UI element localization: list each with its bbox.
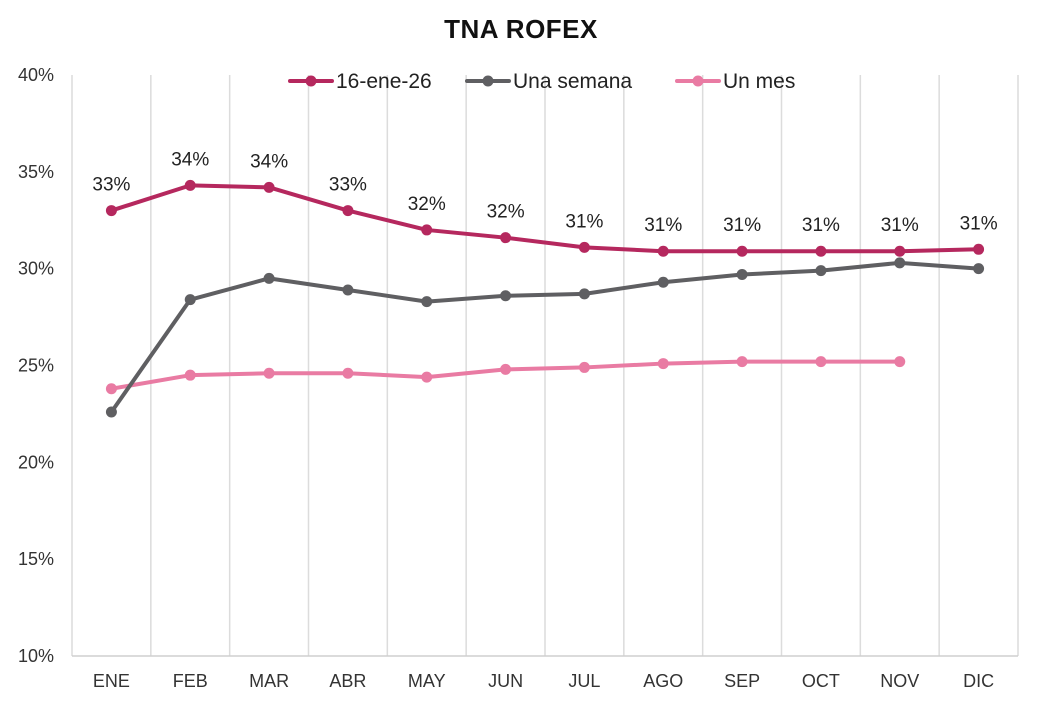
legend: 16-ene-26 Una semana Un mes [288, 70, 795, 93]
legend-item-1: 16-ene-26 [288, 70, 432, 93]
data-point [105, 205, 117, 217]
data-point [815, 245, 827, 257]
data-point [342, 367, 354, 379]
data-point [894, 356, 906, 368]
data-point [657, 358, 669, 370]
axes: 10% 15% 20% 25% 30% 35% 40% ENE FEB MAR ABR MAY JUN J… [18, 65, 1018, 691]
legend-marker [482, 75, 494, 87]
y-tick-label: 20% [18, 452, 54, 472]
x-tick-label: JUN [488, 671, 523, 691]
y-tick-label: 35% [18, 162, 54, 182]
x-tick-label: SEP [724, 671, 760, 691]
data-point [105, 406, 117, 418]
data-label: 34% [250, 151, 288, 172]
data-point [263, 181, 275, 193]
data-point [421, 371, 433, 383]
data-point [736, 268, 748, 280]
legend-marker [305, 75, 317, 87]
data-point [421, 224, 433, 236]
data-label: 31% [723, 215, 761, 236]
legend-item-2: Una semana [465, 70, 632, 93]
x-tick-label: AGO [643, 671, 683, 691]
data-point [263, 367, 275, 379]
data-labels: 33% 34% 34% 33% 32% 32% 31% 31% 31% 31% 31% 31% [92, 149, 997, 236]
x-tick-label: FEB [173, 671, 208, 691]
data-point [500, 232, 512, 244]
data-point [578, 361, 590, 373]
data-label: 31% [802, 215, 840, 236]
data-point [421, 296, 433, 308]
data-label: 31% [881, 215, 919, 236]
gridlines [71, 75, 1019, 656]
legend-marker [692, 75, 704, 87]
series [105, 179, 985, 418]
data-point [657, 245, 669, 257]
data-label: 33% [329, 175, 367, 196]
legend-item-3: Un mes [675, 70, 795, 93]
data-point [657, 276, 669, 288]
series-2 [105, 257, 985, 418]
x-tick-label: MAR [249, 671, 289, 691]
data-point [736, 356, 748, 368]
legend-label: Un mes [723, 70, 795, 93]
x-tick-label: ENE [93, 671, 130, 691]
data-point [973, 243, 985, 255]
data-point [500, 290, 512, 302]
x-tick-label: ABR [329, 671, 366, 691]
data-point [736, 245, 748, 257]
data-label: 31% [565, 211, 603, 232]
data-point [815, 265, 827, 277]
data-label: 33% [92, 175, 130, 196]
y-tick-label: 40% [18, 65, 54, 85]
x-tick-label: MAY [408, 671, 446, 691]
data-point [894, 257, 906, 269]
data-point [973, 263, 985, 275]
data-point [184, 294, 196, 306]
series-line [109, 183, 981, 254]
x-tick-label: OCT [802, 671, 840, 691]
data-point [894, 245, 906, 257]
data-label: 32% [408, 194, 446, 215]
y-tick-label: 15% [18, 549, 54, 569]
data-point [263, 272, 275, 284]
chart-title: TNA ROFEX [444, 14, 598, 44]
data-point [342, 205, 354, 217]
data-label: 32% [487, 202, 525, 223]
y-tick-label: 10% [18, 646, 54, 666]
data-label: 31% [644, 215, 682, 236]
series-3 [105, 356, 906, 395]
series-1 [105, 179, 985, 257]
x-tick-label: JUL [568, 671, 600, 691]
data-label: 31% [960, 213, 998, 234]
series-line [109, 260, 981, 414]
data-point [500, 363, 512, 375]
data-point [184, 369, 196, 381]
y-tick-label: 25% [18, 356, 54, 376]
y-tick-label: 30% [18, 259, 54, 279]
legend-label: Una semana [513, 70, 632, 93]
x-tick-label: DIC [963, 671, 994, 691]
data-point [578, 241, 590, 253]
data-point [105, 383, 117, 395]
legend-label: 16-ene-26 [336, 70, 432, 93]
data-point [184, 179, 196, 191]
x-tick-label: NOV [880, 671, 919, 691]
data-point [815, 356, 827, 368]
data-point [342, 284, 354, 296]
data-label: 34% [171, 149, 209, 170]
data-point [578, 288, 590, 300]
